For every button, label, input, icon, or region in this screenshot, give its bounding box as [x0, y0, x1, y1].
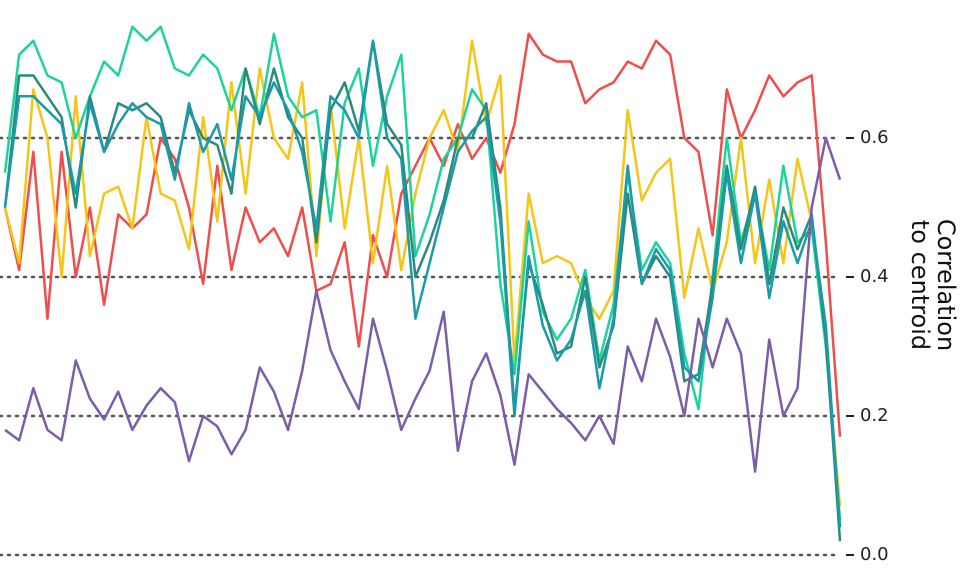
y-axis-label-line: to centroid [906, 220, 934, 350]
series-line [3, 39, 842, 528]
series-line [3, 39, 842, 542]
series-line [3, 39, 842, 507]
y-tick-label: 0.6 [860, 127, 889, 148]
y-tick-label: 0.0 [860, 544, 889, 565]
y-axis-label-line: Correlation [932, 219, 960, 351]
y-axis-label: Correlation to centroid [906, 219, 960, 351]
series-line [3, 25, 842, 521]
y-tick-label: 0.4 [860, 266, 889, 287]
series-line [4, 136, 842, 473]
series-line [3, 32, 842, 437]
y-tick-label: 0.2 [860, 405, 889, 426]
